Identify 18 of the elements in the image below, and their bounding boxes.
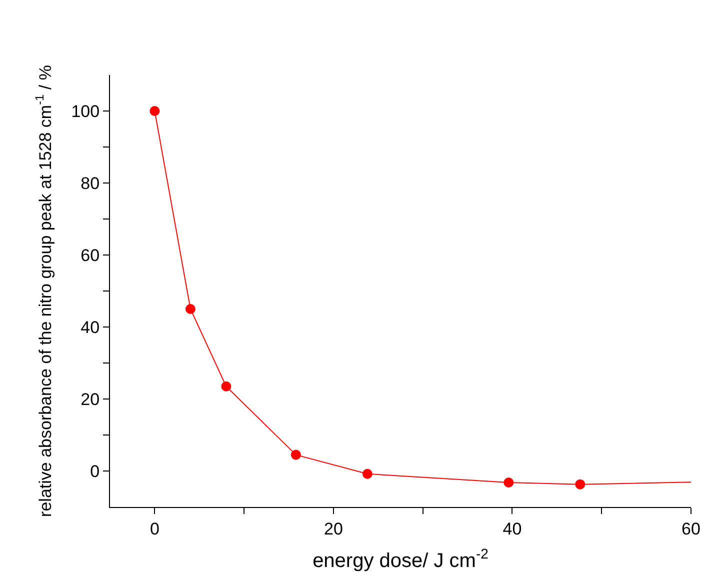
point xyxy=(504,478,514,488)
point xyxy=(362,468,372,479)
point xyxy=(221,381,232,392)
y-tick-label: 20 xyxy=(80,390,100,409)
y-tick-label: 40 xyxy=(80,318,100,337)
y-tick-label: 80 xyxy=(80,174,100,193)
x-tick-label: 0 xyxy=(150,519,160,538)
point xyxy=(150,106,160,116)
y-tick-label: 100 xyxy=(71,102,100,121)
x-tick-label: 40 xyxy=(502,519,522,538)
y-tick-label: 0 xyxy=(90,462,100,481)
point xyxy=(290,450,301,460)
x-tick-label: 20 xyxy=(324,519,343,538)
point xyxy=(185,304,196,314)
x-axis-title: energy dose/ J cm$^{-2}$ xyxy=(312,546,489,572)
point xyxy=(575,479,586,490)
x-tick-label: 60 xyxy=(682,519,700,538)
y-tick-label: 60 xyxy=(80,246,100,265)
